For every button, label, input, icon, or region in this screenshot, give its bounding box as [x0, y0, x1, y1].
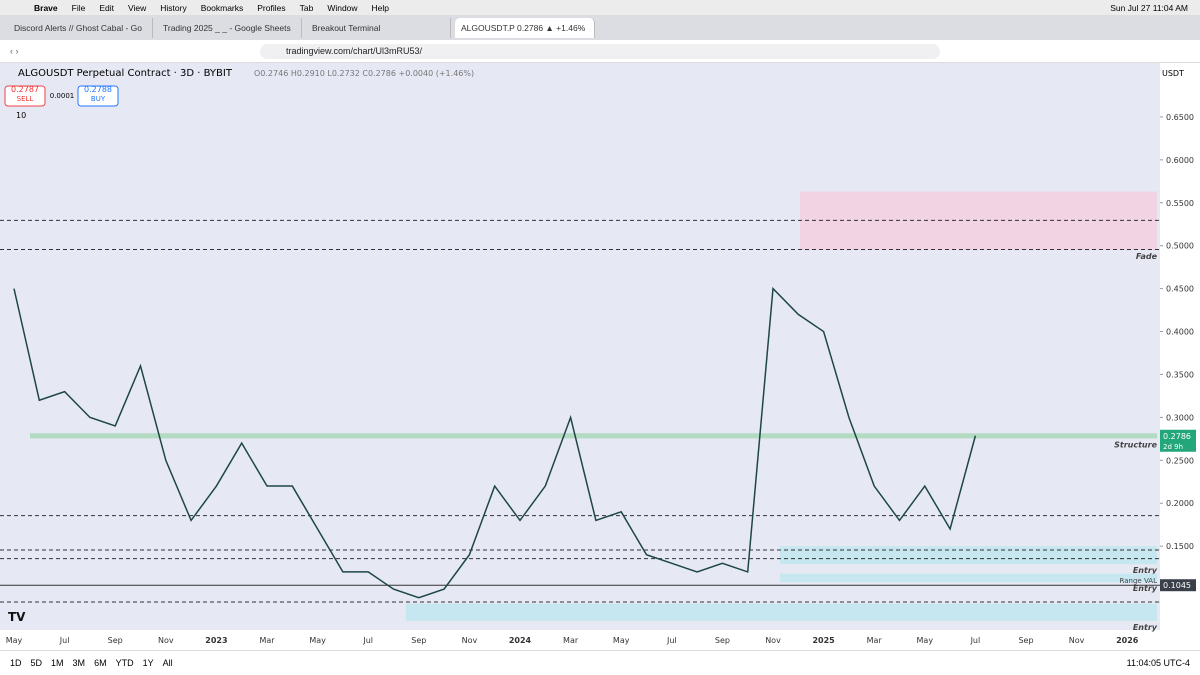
range-button[interactable]: 1M [51, 658, 64, 668]
zone-label: Structure [1114, 440, 1157, 449]
x-tick-label: Jul [362, 636, 373, 645]
menu-item[interactable]: Window [327, 2, 358, 13]
currency: USDT [1162, 69, 1184, 78]
range-button[interactable]: YTD [115, 658, 134, 668]
zone-label: Entry [1133, 584, 1158, 593]
x-tick-label: Sep [715, 636, 730, 645]
spread: 0.0001 [50, 92, 75, 100]
x-tick-label: 2023 [205, 636, 227, 645]
x-tick-label: Mar [563, 636, 579, 645]
y-tick-label: 0.2500 [1166, 456, 1194, 465]
tab[interactable]: Discord Alerts // Ghost Cabal - Go [8, 17, 153, 38]
price-line [13, 286, 977, 599]
x-tick-label: May [613, 636, 630, 645]
x-tick-label: Nov [158, 636, 174, 645]
price-axis-bg [1160, 63, 1200, 650]
x-tick-label: 2024 [509, 636, 532, 645]
zone [30, 433, 1157, 439]
menu-item[interactable]: Brave [34, 2, 58, 13]
x-tick-label: May [309, 636, 326, 645]
range-button[interactable]: 3M [72, 658, 86, 668]
range-button[interactable]: All [162, 658, 173, 668]
tab[interactable]: Trading 2025 _ _ - Google Sheets [157, 17, 302, 38]
price-tag-label: 0.1045 [1163, 581, 1191, 590]
tab-bar: Discord Alerts // Ghost Cabal - Go Tradin… [0, 15, 1200, 40]
range-button[interactable]: 1D [10, 658, 22, 668]
clock: Sun Jul 27 11:04 AM [1110, 2, 1188, 13]
time-axis-bg [0, 630, 1200, 650]
url-field[interactable]: tradingview.com/chart/Ul3mRU53/ [260, 44, 940, 59]
range-val-label: Range VAL [1120, 577, 1158, 585]
clock: 11:04:05 UTC-4 [1126, 658, 1190, 668]
buy-button[interactable] [77, 85, 119, 107]
zone [780, 546, 1157, 565]
ohlc: O0.2746 H0.2910 L0.2732 C0.2786 +0.0040 … [254, 69, 474, 78]
y-tick-label: 0.4500 [1166, 285, 1194, 294]
zone [406, 603, 1157, 621]
x-tick-label: Sep [108, 636, 123, 645]
x-tick-label: Jul [666, 636, 677, 645]
zone-label: Entry [1133, 566, 1158, 575]
y-tick-label: 0.2000 [1166, 499, 1194, 508]
zone-label: Entry [1133, 623, 1158, 632]
x-tick-label: Sep [411, 636, 426, 645]
x-tick-label: May [6, 636, 23, 645]
range-button[interactable]: 5D [30, 658, 43, 668]
last-price-tag [1160, 429, 1196, 452]
address-bar: ‹ › tradingview.com/chart/Ul3mRU53/ [0, 40, 1200, 63]
countdown: 2d 9h [1163, 443, 1183, 451]
menu-item[interactable]: History [160, 2, 187, 13]
zone [780, 573, 1157, 583]
menu-item[interactable]: Bookmarks [200, 2, 244, 13]
menu-item[interactable]: Help [371, 2, 390, 13]
zone [800, 191, 1157, 250]
volume-label: 10 [16, 111, 26, 120]
menu-item[interactable]: File [71, 2, 86, 13]
y-tick-label: 0.6500 [1166, 113, 1194, 122]
menu-bar: Brave File Edit View History Bookmarks Profile… [0, 0, 1200, 15]
logo: TV [8, 610, 26, 624]
bottom-toolbar: 1D 5D 1M 3M 6M YTD 1Y All 11:04:05 UTC-4 [0, 650, 1200, 675]
sell-button[interactable] [4, 85, 46, 107]
x-tick-label: 2025 [812, 636, 835, 645]
buy-label: BUY [91, 95, 106, 103]
y-tick-label: 0.3000 [1166, 413, 1194, 422]
sell-price: 0.2787 [11, 85, 39, 94]
tab[interactable]: Breakout Terminal [306, 17, 451, 38]
menu-item[interactable]: Tab [299, 2, 314, 13]
x-tick-label: 2026 [1116, 636, 1139, 645]
x-tick-label: Jul [59, 636, 70, 645]
y-tick-label: 0.6000 [1166, 156, 1194, 165]
menu-item[interactable]: View [128, 2, 147, 13]
y-tick-label: 0.4000 [1166, 328, 1194, 337]
menu-item[interactable]: Edit [99, 2, 114, 13]
range-button[interactable]: 1Y [142, 658, 154, 668]
y-tick-label: 0.3500 [1166, 370, 1194, 379]
x-tick-label: May [917, 636, 934, 645]
nav-arrows[interactable]: ‹ › [10, 46, 19, 56]
tab[interactable]: ALGOUSDT.P 0.2786 ▲ +1.46% [455, 17, 595, 38]
sell-label: SELL [17, 95, 34, 103]
zone-label: Fade [1136, 252, 1158, 261]
symbol: ALGOUSDT Perpetual Contract · 3D · BYBIT [18, 68, 233, 79]
x-tick-label: Mar [867, 636, 883, 645]
x-tick-label: Sep [1018, 636, 1033, 645]
range-button[interactable]: 6M [94, 658, 107, 668]
chart: ALGOUSDT Perpetual Contract · 3D · BYBIT… [0, 63, 1200, 650]
buy-price: 0.2788 [84, 85, 112, 94]
menu-item[interactable]: Profiles [257, 2, 286, 13]
x-tick-label: Nov [1069, 636, 1085, 645]
x-tick-label: Nov [462, 636, 478, 645]
x-tick-label: Jul [970, 636, 981, 645]
x-tick-label: Mar [259, 636, 275, 645]
x-tick-label: Nov [765, 636, 781, 645]
y-tick-label: 0.5500 [1166, 199, 1194, 208]
y-tick-label: 0.1500 [1166, 542, 1194, 551]
last-price: 0.2786 [1163, 432, 1191, 441]
y-tick-label: 0.5000 [1166, 242, 1194, 251]
price-tag [1160, 579, 1196, 592]
